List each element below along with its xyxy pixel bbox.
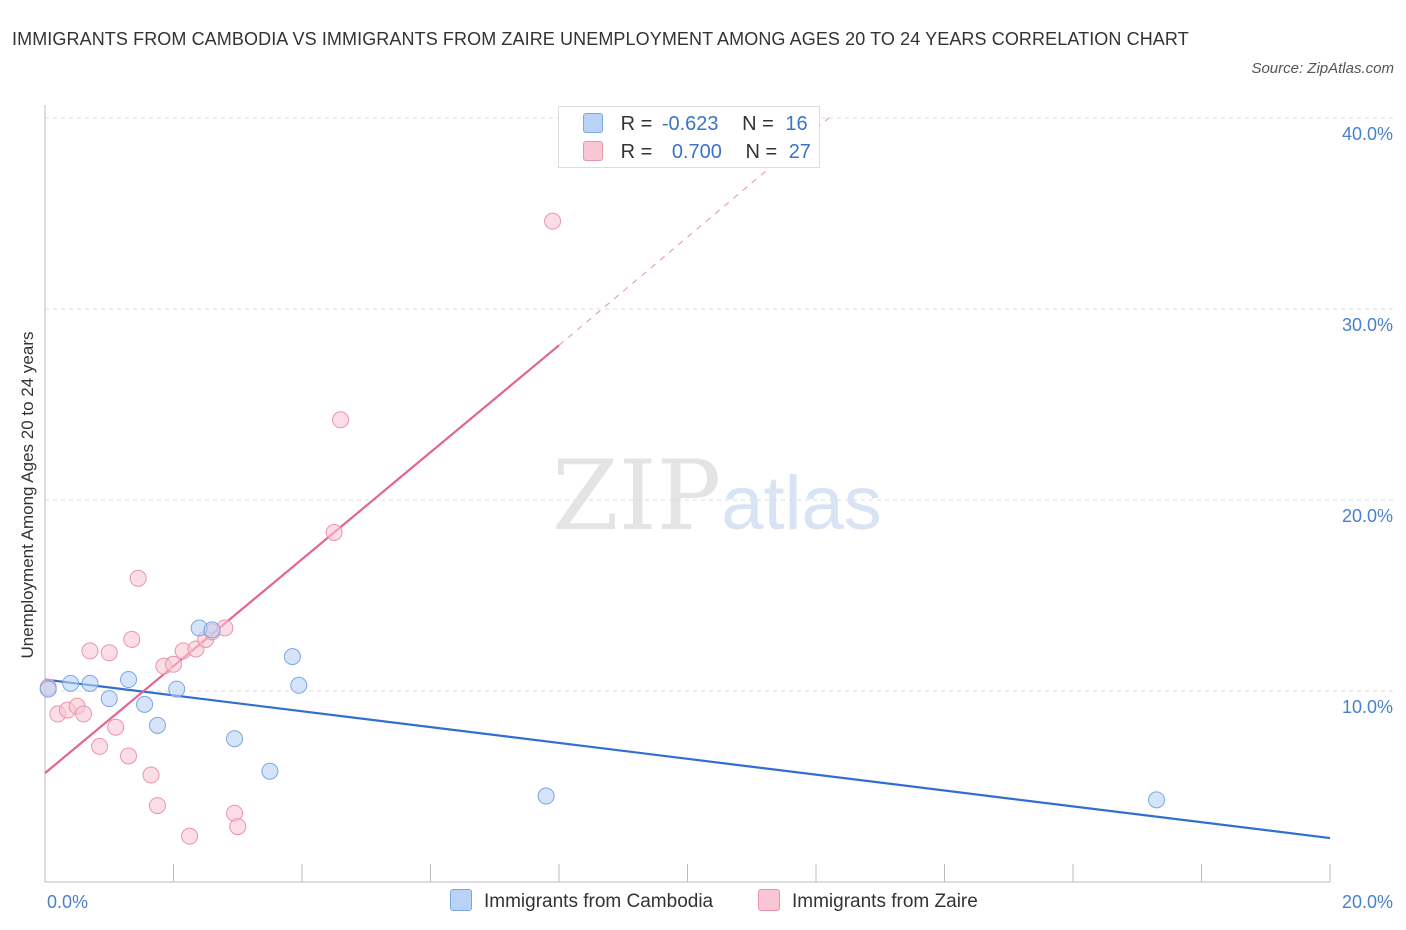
r-label: R = bbox=[620, 113, 653, 135]
r-label: R = bbox=[620, 141, 653, 163]
cambodia-point-2 bbox=[81, 674, 99, 692]
stats-row-zaire: R = 0.700 N = 27 bbox=[583, 138, 811, 166]
cambodia-point-4 bbox=[120, 671, 138, 689]
legend-label-zaire: Immigrants from Zaire bbox=[792, 891, 978, 912]
cambodia-n-value: 16 bbox=[785, 113, 808, 135]
zaire-point-25 bbox=[332, 411, 350, 429]
cambodia-point-3 bbox=[100, 690, 118, 708]
source-label: Source: ZipAtlas.com bbox=[1251, 60, 1394, 77]
zaire-point-9 bbox=[120, 747, 138, 765]
cambodia-point-7 bbox=[168, 680, 186, 698]
zaire-point-8 bbox=[107, 718, 125, 736]
zaire-point-4 bbox=[75, 705, 93, 723]
x-tick-label-0: 0.0% bbox=[47, 892, 88, 912]
x-tick-label-20: 20.0% bbox=[1342, 892, 1393, 912]
cambodia-point-10 bbox=[226, 730, 244, 748]
zaire-point-11 bbox=[129, 569, 147, 587]
zaire-point-6 bbox=[91, 737, 109, 755]
cambodia-trend-line bbox=[44, 678, 1331, 840]
zaire-point-13 bbox=[148, 797, 166, 815]
zaire-r-value: 0.700 bbox=[671, 141, 722, 163]
cambodia-point-15 bbox=[1148, 791, 1166, 809]
cambodia-point-5 bbox=[136, 695, 154, 713]
zaire-trend-line bbox=[44, 344, 560, 774]
cambodia-point-9 bbox=[203, 621, 221, 639]
zaire-point-23 bbox=[229, 818, 247, 836]
legend-swatch-cambodia bbox=[450, 889, 472, 911]
y-tick-label-30: 30.0% bbox=[1342, 315, 1393, 335]
cambodia-point-14 bbox=[537, 787, 555, 805]
y-tick-label-20: 20.0% bbox=[1342, 506, 1393, 526]
zaire-swatch bbox=[583, 141, 603, 161]
cambodia-swatch bbox=[583, 113, 603, 133]
cambodia-point-1 bbox=[62, 674, 80, 692]
zaire-point-10 bbox=[123, 630, 141, 648]
zaire-point-5 bbox=[81, 642, 99, 660]
zaire-point-26 bbox=[544, 212, 562, 230]
legend-item-zaire: Immigrants from Zaire bbox=[758, 888, 978, 916]
cambodia-r-value: -0.623 bbox=[661, 113, 719, 135]
zaire-point-12 bbox=[142, 766, 160, 784]
cambodia-point-0 bbox=[39, 680, 57, 698]
n-label: N = bbox=[745, 141, 778, 163]
stats-legend: R = -0.623 N = 16 R = 0.700 N = 27 bbox=[558, 106, 820, 168]
legend-label-cambodia: Immigrants from Cambodia bbox=[484, 891, 714, 912]
watermark: ZIPatlas bbox=[552, 440, 882, 552]
y-tick-label-40: 40.0% bbox=[1342, 124, 1393, 144]
watermark-atlas: atlas bbox=[721, 461, 882, 546]
stats-row-cambodia: R = -0.623 N = 16 bbox=[583, 110, 808, 138]
zaire-point-17 bbox=[181, 827, 199, 845]
cambodia-point-13 bbox=[290, 676, 308, 694]
zaire-point-15 bbox=[165, 655, 182, 673]
legend-swatch-zaire bbox=[758, 889, 780, 911]
zaire-n-value: 27 bbox=[788, 141, 811, 163]
y-tick-label-10: 10.0% bbox=[1342, 697, 1393, 717]
n-label: N = bbox=[742, 113, 774, 135]
chart-title: IMMIGRANTS FROM CAMBODIA VS IMMIGRANTS F… bbox=[12, 29, 1189, 49]
series-legend: Immigrants from Cambodia Immigrants from… bbox=[0, 888, 1406, 918]
cambodia-point-11 bbox=[261, 762, 279, 780]
zaire-point-7 bbox=[100, 644, 118, 662]
watermark-zip: ZIP bbox=[552, 440, 722, 552]
legend-item-cambodia: Immigrants from Cambodia bbox=[450, 888, 713, 916]
cambodia-point-12 bbox=[283, 648, 301, 666]
zaire-point-24 bbox=[325, 523, 343, 541]
cambodia-point-6 bbox=[148, 716, 166, 734]
